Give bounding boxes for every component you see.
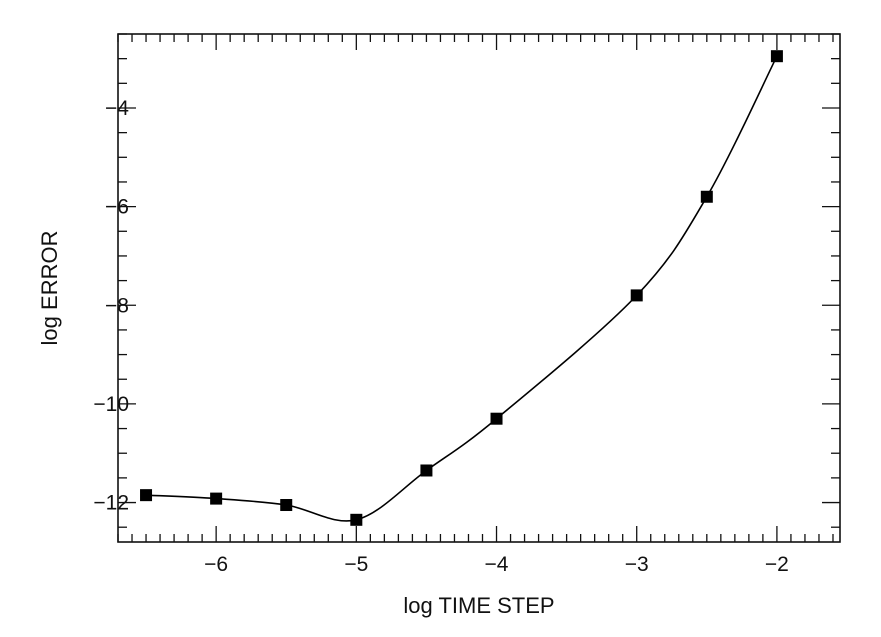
data-point-marker xyxy=(700,190,713,203)
major-ticks xyxy=(118,34,840,542)
y-tick-labels: −12 −10 −8 −6 −4 xyxy=(93,97,129,515)
data-markers xyxy=(140,50,783,526)
data-point-marker xyxy=(630,289,643,302)
data-point-marker xyxy=(490,412,503,425)
y-tick-label: −12 xyxy=(93,492,129,515)
x-tick-label: −4 xyxy=(485,553,509,576)
x-tick-labels: −6 −5 −4 −3 −2 xyxy=(204,553,789,576)
x-axis-title: log TIME STEP xyxy=(403,593,554,618)
plot-frame xyxy=(117,33,841,543)
data-point-marker xyxy=(280,499,293,512)
y-tick-label: −10 xyxy=(93,393,129,416)
x-tick-label: −5 xyxy=(344,553,368,576)
y-tick-label: −4 xyxy=(105,97,129,120)
x-tick-label: −6 xyxy=(204,553,228,576)
data-point-marker xyxy=(140,489,153,502)
series-curve xyxy=(145,55,778,522)
series-line xyxy=(145,55,778,522)
y-tick-label: −6 xyxy=(105,196,129,219)
y-axis-title: log ERROR xyxy=(37,231,62,346)
minor-ticks xyxy=(117,33,840,542)
x-tick-label: −2 xyxy=(765,553,789,576)
x-tick-label: −3 xyxy=(625,553,649,576)
y-tick-label: −8 xyxy=(105,294,129,317)
data-point-marker xyxy=(350,513,363,526)
data-point-marker xyxy=(210,492,223,505)
data-point-marker xyxy=(420,464,433,477)
data-point-marker xyxy=(770,50,783,63)
